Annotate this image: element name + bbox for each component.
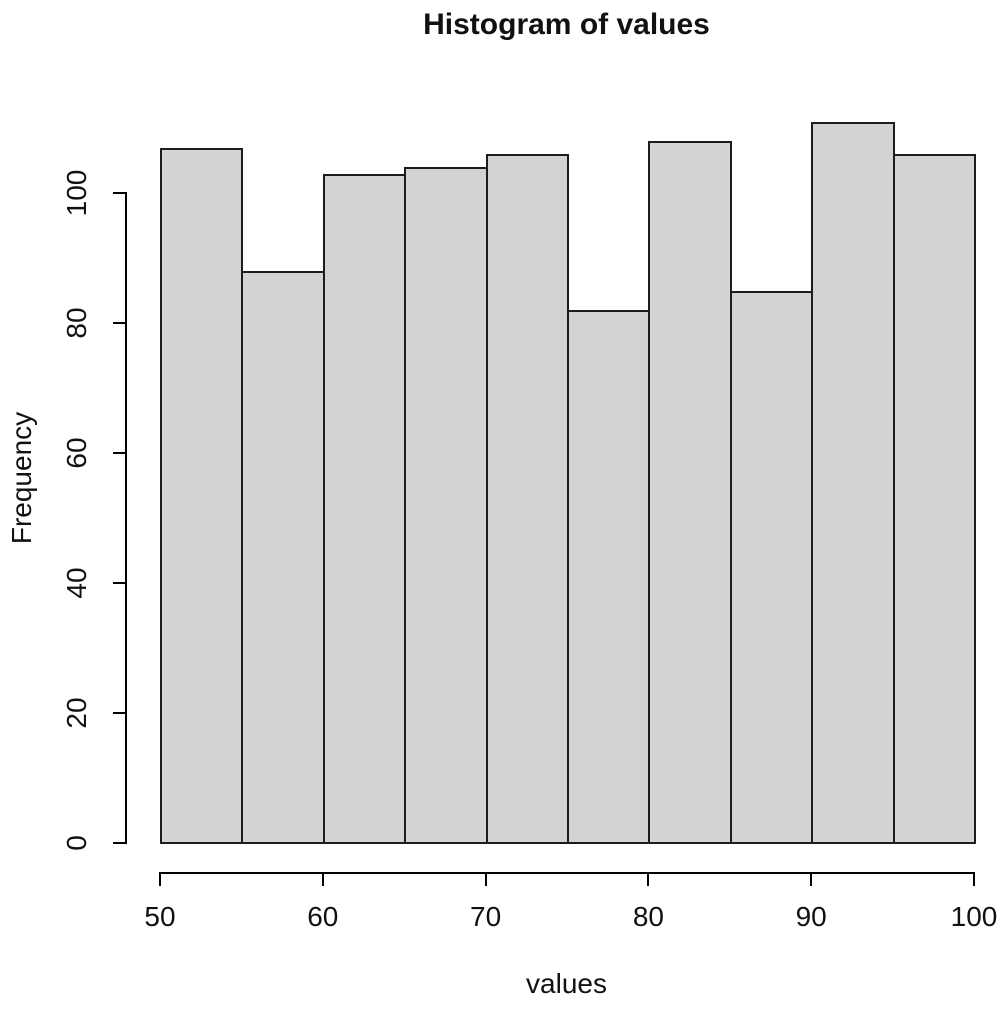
histogram-bar	[160, 147, 244, 844]
y-tick-mark	[113, 582, 125, 584]
chart-title: Histogram of values	[423, 8, 710, 41]
y-tick-mark	[113, 322, 125, 324]
x-tick-label: 80	[632, 901, 664, 932]
histogram-bar	[648, 141, 732, 844]
histogram-bar	[811, 121, 895, 844]
x-axis-line	[159, 872, 975, 874]
histogram-bar	[404, 167, 488, 844]
x-axis-label: values	[526, 968, 607, 999]
x-tick-mark	[810, 874, 813, 886]
x-tick-label: 90	[795, 901, 827, 932]
histogram-bar	[485, 154, 569, 844]
x-tick-label: 50	[144, 901, 176, 932]
histogram-bar	[729, 290, 814, 844]
y-tick-label-text: 60	[61, 437, 92, 469]
x-tick-mark	[159, 874, 161, 886]
y-axis-line	[125, 192, 127, 844]
x-tick-label: 60	[307, 901, 339, 932]
histogram-bar	[567, 310, 651, 844]
y-tick-mark	[113, 712, 125, 714]
histogram-bar	[892, 154, 976, 844]
x-tick-label: 70	[470, 901, 502, 932]
histogram-bar	[322, 173, 407, 844]
y-tick-mark	[113, 192, 125, 194]
x-tick-mark	[484, 874, 487, 886]
x-tick-mark	[647, 874, 650, 886]
y-tick-mark	[113, 842, 125, 844]
y-tick-label-text: 40	[61, 567, 92, 599]
x-tick-label: 100	[950, 901, 998, 932]
y-tick-mark	[113, 452, 125, 454]
x-tick-mark	[973, 874, 975, 886]
histogram-bar	[241, 271, 325, 844]
y-tick-label-text: 80	[61, 307, 92, 339]
y-tick-label-text: 20	[61, 697, 92, 729]
x-tick-mark	[321, 874, 324, 886]
y-tick-label-text: 100	[61, 169, 92, 217]
y-tick-label-text: 0	[61, 835, 92, 851]
